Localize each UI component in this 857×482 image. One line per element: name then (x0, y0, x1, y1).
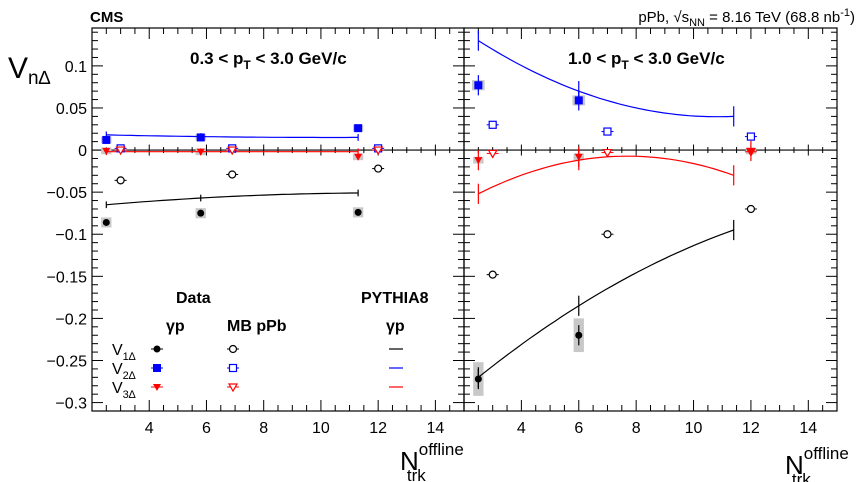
panels: 4 6 8 10 12 14 0.1 0.05 0 −0.05 −0.1 −0.15 −0.2 −0.25… (47, 27, 838, 437)
pythia-curve-v1 (106, 192, 359, 206)
legend-mb-ppb: MB pPb (227, 318, 287, 335)
mb-point-v3 (115, 146, 126, 156)
data-point-v2 (354, 124, 363, 133)
data-point-v3 (574, 153, 583, 161)
y-tick-label: −0.3 (55, 396, 87, 413)
x-label-main: N (400, 446, 419, 476)
x-tick-label: 14 (799, 420, 817, 437)
data-point-v2 (102, 135, 111, 144)
data-point-v2 (574, 96, 583, 105)
mb-point-v1 (746, 204, 756, 214)
x-axis-label-left: Noffline trk (400, 440, 464, 482)
data-point-v3 (196, 148, 205, 156)
right-panel-title: 1.0 < pT < 3.0 GeV/c (568, 49, 725, 72)
data-point-v1 (197, 209, 205, 217)
mb-point-v3 (487, 149, 498, 159)
pythia-curve-v3 (478, 155, 734, 195)
experiment-label: CMS (90, 9, 123, 26)
y-tick-label: −0.15 (47, 269, 88, 286)
x-tick-label: 6 (202, 420, 211, 437)
mb-point-v2 (746, 132, 756, 141)
y-tick-label: 0.05 (56, 101, 87, 118)
legend-data-marker (153, 384, 161, 391)
data-point-v3 (474, 157, 483, 165)
energy-value: = 8.16 TeV (68.8 nb (705, 9, 840, 26)
legend-gamma-p: γp (166, 318, 185, 335)
energy-sub: NN (689, 17, 705, 29)
y-axis-label: Vn∆ (8, 52, 51, 89)
x-label-sub: trk (407, 466, 426, 482)
x-tick-label: 10 (312, 420, 330, 437)
mb-point-v1 (374, 164, 383, 173)
y-tick-label: 0.1 (65, 59, 87, 76)
data-point-v1 (575, 331, 583, 339)
data-point-v1 (102, 218, 110, 226)
legend-pythia-title: PYTHIA8 (361, 290, 429, 307)
collision-text: pPb, (638, 9, 673, 26)
energy-sup: -1 (840, 7, 850, 19)
mb-point-v3 (373, 146, 384, 156)
x-tick-label: 4 (145, 420, 154, 437)
legend-mb-marker (228, 363, 238, 373)
x-axis-label-right: Noffline trk (785, 444, 849, 482)
x-tick-label: 12 (742, 420, 760, 437)
y-label-main: V (8, 52, 28, 85)
mb-point-v1 (603, 230, 612, 239)
legend-data-marker (153, 364, 161, 372)
legend-mb-marker (228, 344, 238, 354)
mb-point-v3 (602, 148, 613, 158)
x-label-sup-r: offline (804, 444, 849, 463)
x-label-sub-r: trk (792, 470, 811, 482)
pythia-curve-v1 (477, 229, 734, 378)
y-tick-label: −0.05 (47, 185, 88, 202)
mb-point-v2 (488, 120, 497, 129)
data-point-v2 (474, 81, 483, 90)
pythia-curve-v2 (106, 134, 359, 139)
legend-rows: V1∆V2∆V3∆ (112, 342, 403, 401)
data-point-v3 (102, 147, 111, 155)
y-tick-label: −0.25 (47, 353, 88, 370)
data-point-v1 (354, 208, 362, 216)
mb-point-v3 (227, 146, 238, 156)
x-tick-label: 8 (632, 420, 641, 437)
panel-frame (463, 27, 838, 412)
legend: Data PYTHIA8 γp MB pPb γp V1∆V2∆V3∆ (112, 290, 429, 401)
panel-frame (91, 27, 465, 412)
y-tick-label: 0 (78, 143, 87, 160)
y-label-sub: n∆ (28, 68, 51, 89)
legend-row-label: V3∆ (112, 380, 136, 401)
y-tick-label: −0.2 (55, 311, 87, 328)
x-tick-label: 14 (426, 420, 444, 437)
data-point-v1 (474, 375, 482, 383)
left-panel-title: 0.3 < pT < 3.0 GeV/c (190, 49, 347, 72)
mb-point-v1 (116, 176, 125, 185)
data-point-v3 (746, 147, 755, 155)
x-tick-label: 10 (685, 420, 703, 437)
panel-right: 4 6 8 10 12 14 (463, 27, 838, 437)
legend-row-label: V2∆ (112, 361, 136, 382)
mb-point-v2 (603, 127, 612, 136)
legend-data-title: Data (176, 290, 211, 307)
energy-close: ) (850, 9, 855, 26)
legend-data-marker (153, 345, 161, 353)
data-point-v3 (354, 153, 363, 161)
legend-mb-marker (227, 383, 239, 393)
x-tick-label: 12 (369, 420, 387, 437)
mb-point-v1 (228, 170, 237, 179)
energy-label: pPb, √sNN = 8.16 TeV (68.8 nb-1) (638, 7, 855, 29)
pythia-curve-v2 (477, 40, 734, 118)
data-point-v2 (196, 133, 205, 142)
legend-row-label: V1∆ (112, 342, 136, 363)
panel-left: 4 6 8 10 12 14 0.1 0.05 0 −0.05 −0.1 −0.15 −0.2 −0.25… (47, 27, 465, 437)
energy-sqrt: √s (673, 9, 689, 26)
x-tick-label: 4 (517, 420, 526, 437)
x-tick-label: 6 (574, 420, 583, 437)
x-tick-label: 8 (259, 420, 268, 437)
x-label-main-r: N (785, 450, 804, 480)
mb-point-v1 (488, 270, 497, 279)
y-tick-label: −0.1 (55, 227, 87, 244)
x-label-sup: offline (419, 440, 464, 459)
legend-gamma-p-pythia: γp (386, 318, 405, 335)
